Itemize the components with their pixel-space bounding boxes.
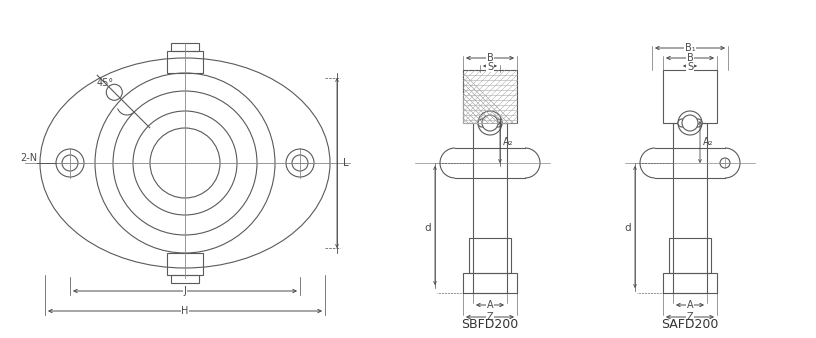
Text: SAFD200: SAFD200 <box>661 317 719 331</box>
Text: J: J <box>184 286 186 296</box>
Text: SBFD200: SBFD200 <box>461 317 519 331</box>
Bar <box>669 238 711 273</box>
Text: L: L <box>343 158 348 168</box>
Bar <box>673 123 707 293</box>
Text: A₂: A₂ <box>703 137 713 147</box>
Text: Z: Z <box>486 312 494 322</box>
Text: A₂: A₂ <box>503 137 513 147</box>
Circle shape <box>720 158 730 168</box>
Text: A: A <box>486 300 494 310</box>
Circle shape <box>494 119 502 127</box>
Circle shape <box>286 149 314 177</box>
Circle shape <box>478 119 486 127</box>
Text: Z: Z <box>687 312 694 322</box>
Bar <box>663 70 717 123</box>
Text: B: B <box>486 53 494 63</box>
Text: S: S <box>687 62 693 72</box>
Circle shape <box>682 115 698 131</box>
Bar <box>463 273 517 293</box>
Text: A: A <box>687 300 694 310</box>
Circle shape <box>678 119 686 127</box>
Bar <box>171 275 199 283</box>
Text: d: d <box>424 223 432 233</box>
Text: 45°: 45° <box>96 78 113 88</box>
Bar <box>463 70 517 123</box>
Bar <box>167 51 203 73</box>
Bar <box>167 253 203 275</box>
Bar <box>663 273 717 293</box>
Circle shape <box>694 119 702 127</box>
Circle shape <box>482 115 498 131</box>
Bar <box>171 43 199 51</box>
Text: B: B <box>686 53 694 63</box>
Circle shape <box>56 149 84 177</box>
Bar <box>473 123 507 293</box>
Text: d: d <box>625 223 632 233</box>
Text: S: S <box>487 62 493 72</box>
Bar <box>469 238 511 273</box>
Text: H: H <box>181 306 188 316</box>
Text: 2-N: 2-N <box>20 153 37 163</box>
Text: B₁: B₁ <box>685 43 695 53</box>
Circle shape <box>106 84 122 100</box>
